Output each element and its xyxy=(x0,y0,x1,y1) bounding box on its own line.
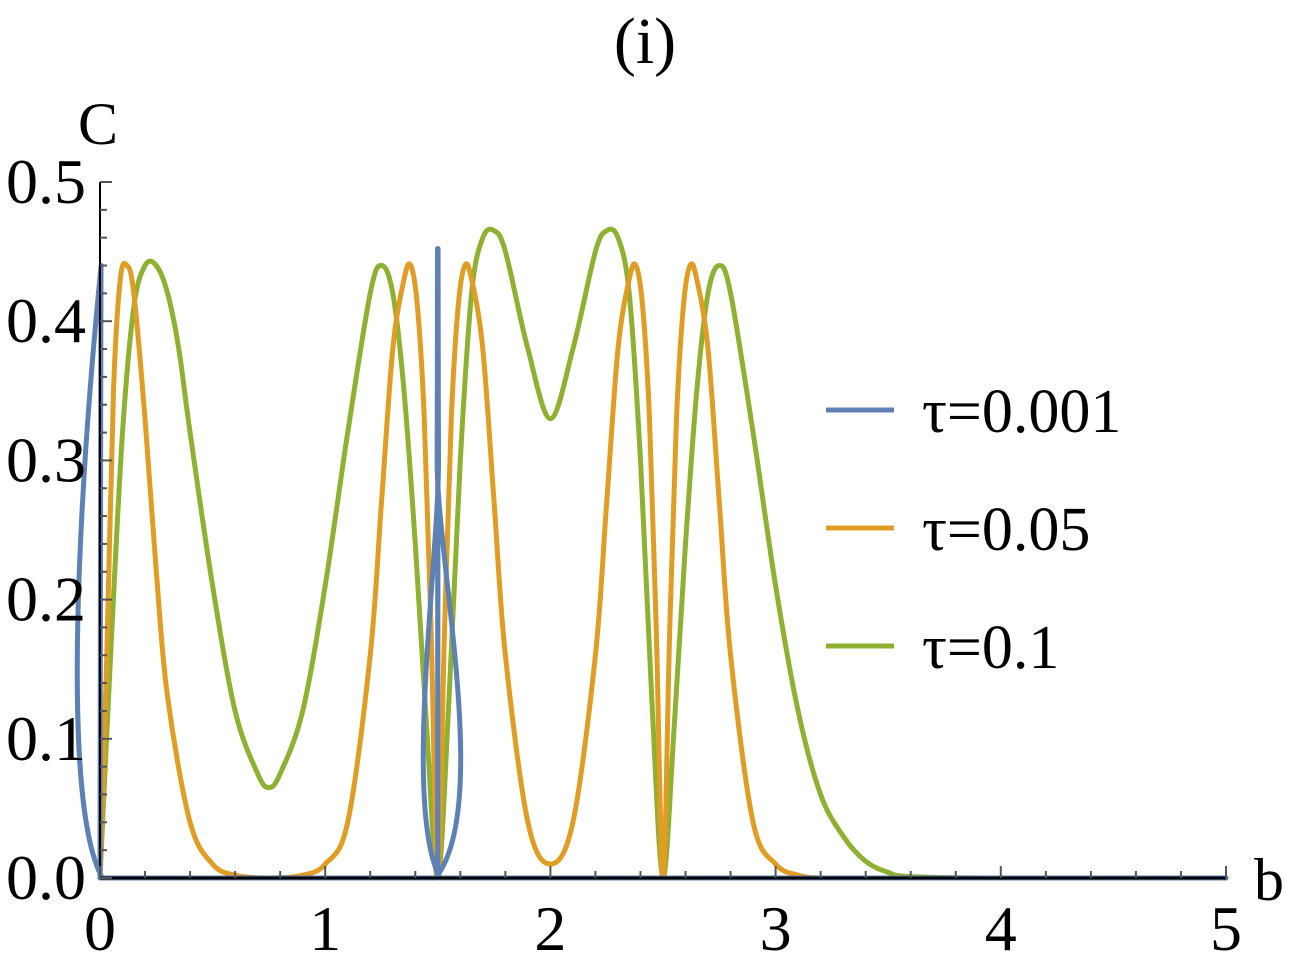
chart-title: (i) xyxy=(613,5,677,78)
legend-label-0: τ=0.001 xyxy=(922,378,1121,446)
x-axis-label: b xyxy=(1254,847,1284,913)
x-tick-label: 4 xyxy=(985,893,1017,958)
series-line-2 xyxy=(97,226,1229,881)
y-tick-label: 0.2 xyxy=(6,564,86,635)
axes: 0 1 2 3 4 5 0.0 0.1 0.2 0.3 0.4 0.5 b C xyxy=(6,91,1284,963)
x-tick-label: 2 xyxy=(534,893,566,958)
x-tick-label: 1 xyxy=(309,893,341,958)
y-tick-label: 0.5 xyxy=(6,146,86,217)
y-tick-label: 0.3 xyxy=(6,424,86,495)
legend-label-1: τ=0.05 xyxy=(922,496,1090,564)
y-axis-label: C xyxy=(78,91,118,157)
legend-label-2: τ=0.1 xyxy=(922,614,1059,682)
series-line-1 xyxy=(97,260,1229,881)
y-tick-label: 0.0 xyxy=(6,842,86,913)
legend: τ=0.001 τ=0.05 τ=0.1 xyxy=(826,378,1121,682)
y-tick-label: 0.4 xyxy=(6,285,86,356)
x-tick-label: 0 xyxy=(84,893,116,958)
x-tick-label: 5 xyxy=(1210,893,1242,958)
x-tick-label: 3 xyxy=(760,893,792,958)
y-tick-label: 0.1 xyxy=(6,703,86,774)
